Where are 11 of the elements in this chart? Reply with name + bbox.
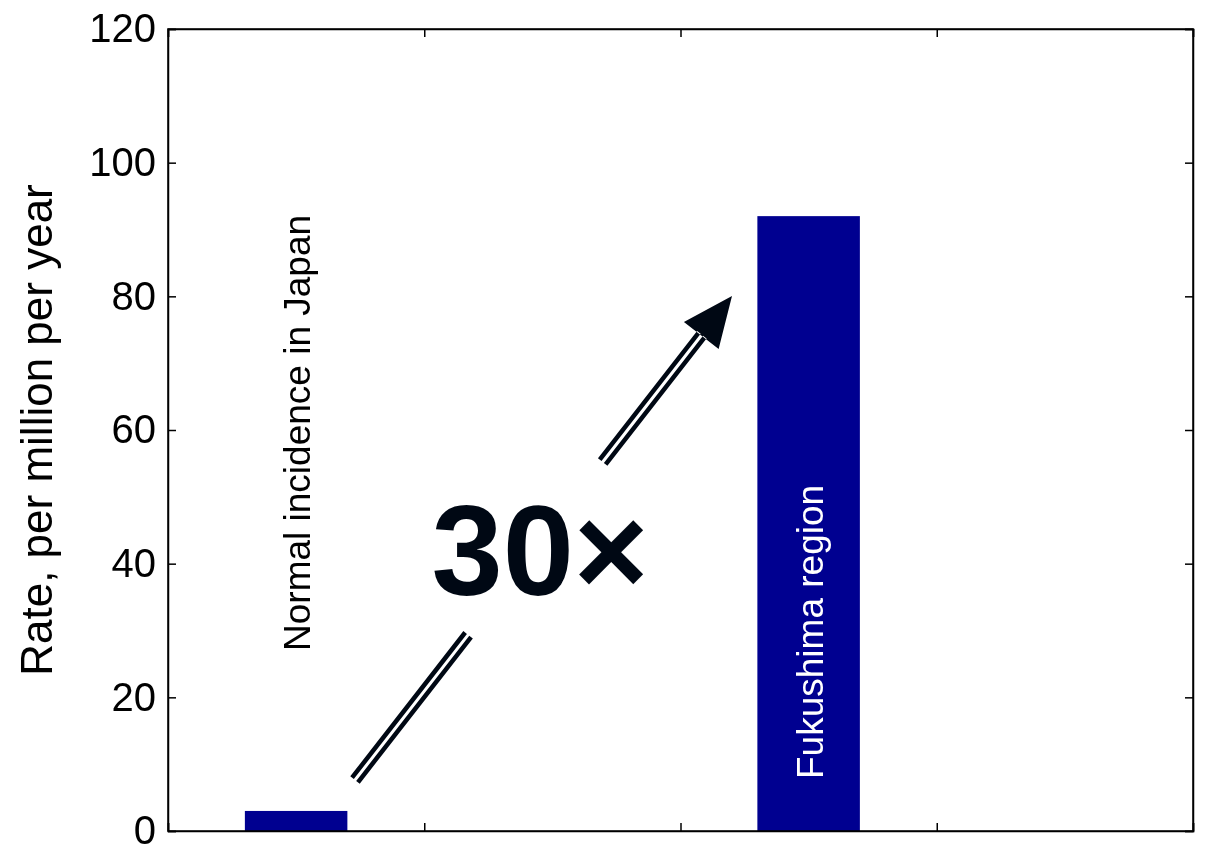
y-tick-label: 80 bbox=[111, 273, 156, 318]
y-axis-title: Rate, per million per year bbox=[12, 184, 61, 676]
annotation: 30× bbox=[431, 479, 649, 622]
x-tick-label: Fukushima region bbox=[789, 484, 831, 779]
y-tick-label: 60 bbox=[111, 407, 156, 452]
y-tick-label: 20 bbox=[111, 674, 156, 719]
y-tick-label: 0 bbox=[133, 808, 156, 850]
x-tick-label: Normal incidence in Japan bbox=[277, 214, 319, 651]
y-tick-label: 100 bbox=[89, 139, 156, 184]
y-tick-label: 40 bbox=[111, 540, 156, 585]
y-tick-label: 120 bbox=[89, 6, 156, 51]
